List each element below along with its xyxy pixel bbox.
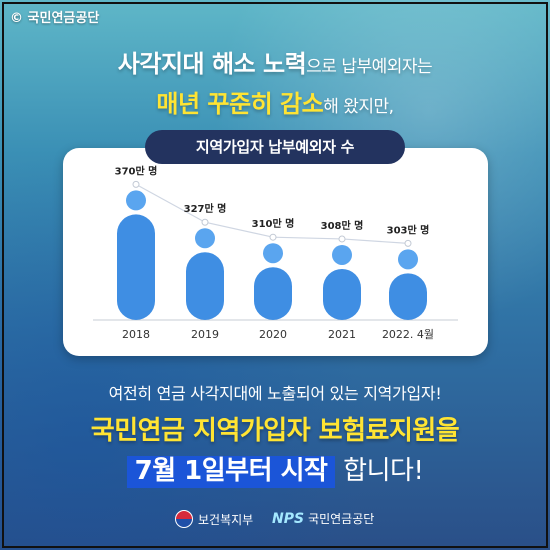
trend-marker <box>132 180 140 188</box>
bottom-line3: 7월 1일부터 시작 합니다! <box>0 450 550 488</box>
bottom-line2: 국민연금 지역가입자 보험료지원을 <box>90 416 460 446</box>
headline-line2: 매년 꾸준히 감소해 왔지만, <box>0 84 550 119</box>
x-tick-label: 2022. 4월 <box>382 328 434 341</box>
headline-highlight: 매년 꾸준히 감소 <box>156 90 324 118</box>
headline-emphasis: 사각지대 해소 노력 <box>117 50 307 78</box>
bar-head <box>126 190 146 211</box>
x-tick-label: 2021 <box>328 328 356 341</box>
data-label: 303만 명 <box>387 223 430 236</box>
bar-head <box>332 244 352 265</box>
trend-marker <box>404 239 412 247</box>
x-tick-label: 2019 <box>191 328 219 341</box>
bar <box>389 273 427 320</box>
bar <box>117 214 155 320</box>
x-tick-label: 2018 <box>122 328 150 341</box>
nps-logo: NPS 국민연금공단 <box>272 510 374 527</box>
data-label: 308만 명 <box>321 219 364 232</box>
bar-head <box>263 243 283 264</box>
headline-line1: 사각지대 해소 노력으로 납부예외자는 <box>0 44 550 79</box>
chart-title: 지역가입자 납부예외자 수 <box>145 130 405 164</box>
data-label: 327만 명 <box>184 202 227 215</box>
trend-marker <box>201 218 209 226</box>
taegeuk-icon <box>175 510 193 528</box>
nps-logo-mark: NPS <box>272 510 305 527</box>
data-label: 370만 명 <box>115 164 158 177</box>
bottom-line3-rest: 합니다! <box>335 456 424 486</box>
headline-rest-2: 해 왔지만, <box>323 97 394 117</box>
data-label: 310만 명 <box>252 217 295 230</box>
ministry-name: 보건복지부 <box>198 512 254 527</box>
copyright-label: © 국민연금공단 <box>10 11 100 26</box>
bar <box>323 268 361 320</box>
start-date-highlight: 7월 1일부터 시작 <box>126 456 336 488</box>
footer-logos: 보건복지부 NPS 국민연금공단 <box>0 508 550 532</box>
nps-name: 국민연금공단 <box>308 512 375 526</box>
headline-rest: 으로 납부예외자는 <box>306 57 433 77</box>
bottom-line1: 여전히 연금 사각지대에 노출되어 있는 지역가입자! <box>108 384 442 403</box>
trend-marker <box>269 233 277 241</box>
bar <box>186 252 224 320</box>
x-tick-label: 2020 <box>259 328 287 341</box>
bar-head <box>195 228 215 249</box>
bar-chart: 370만 명 2018 327만 명 2019 310만 명 2020 308만 명 2021… <box>93 164 458 341</box>
ministry-logo: 보건복지부 <box>175 510 253 528</box>
bar <box>254 267 292 320</box>
bar-head <box>398 249 418 270</box>
trend-marker <box>338 235 346 243</box>
